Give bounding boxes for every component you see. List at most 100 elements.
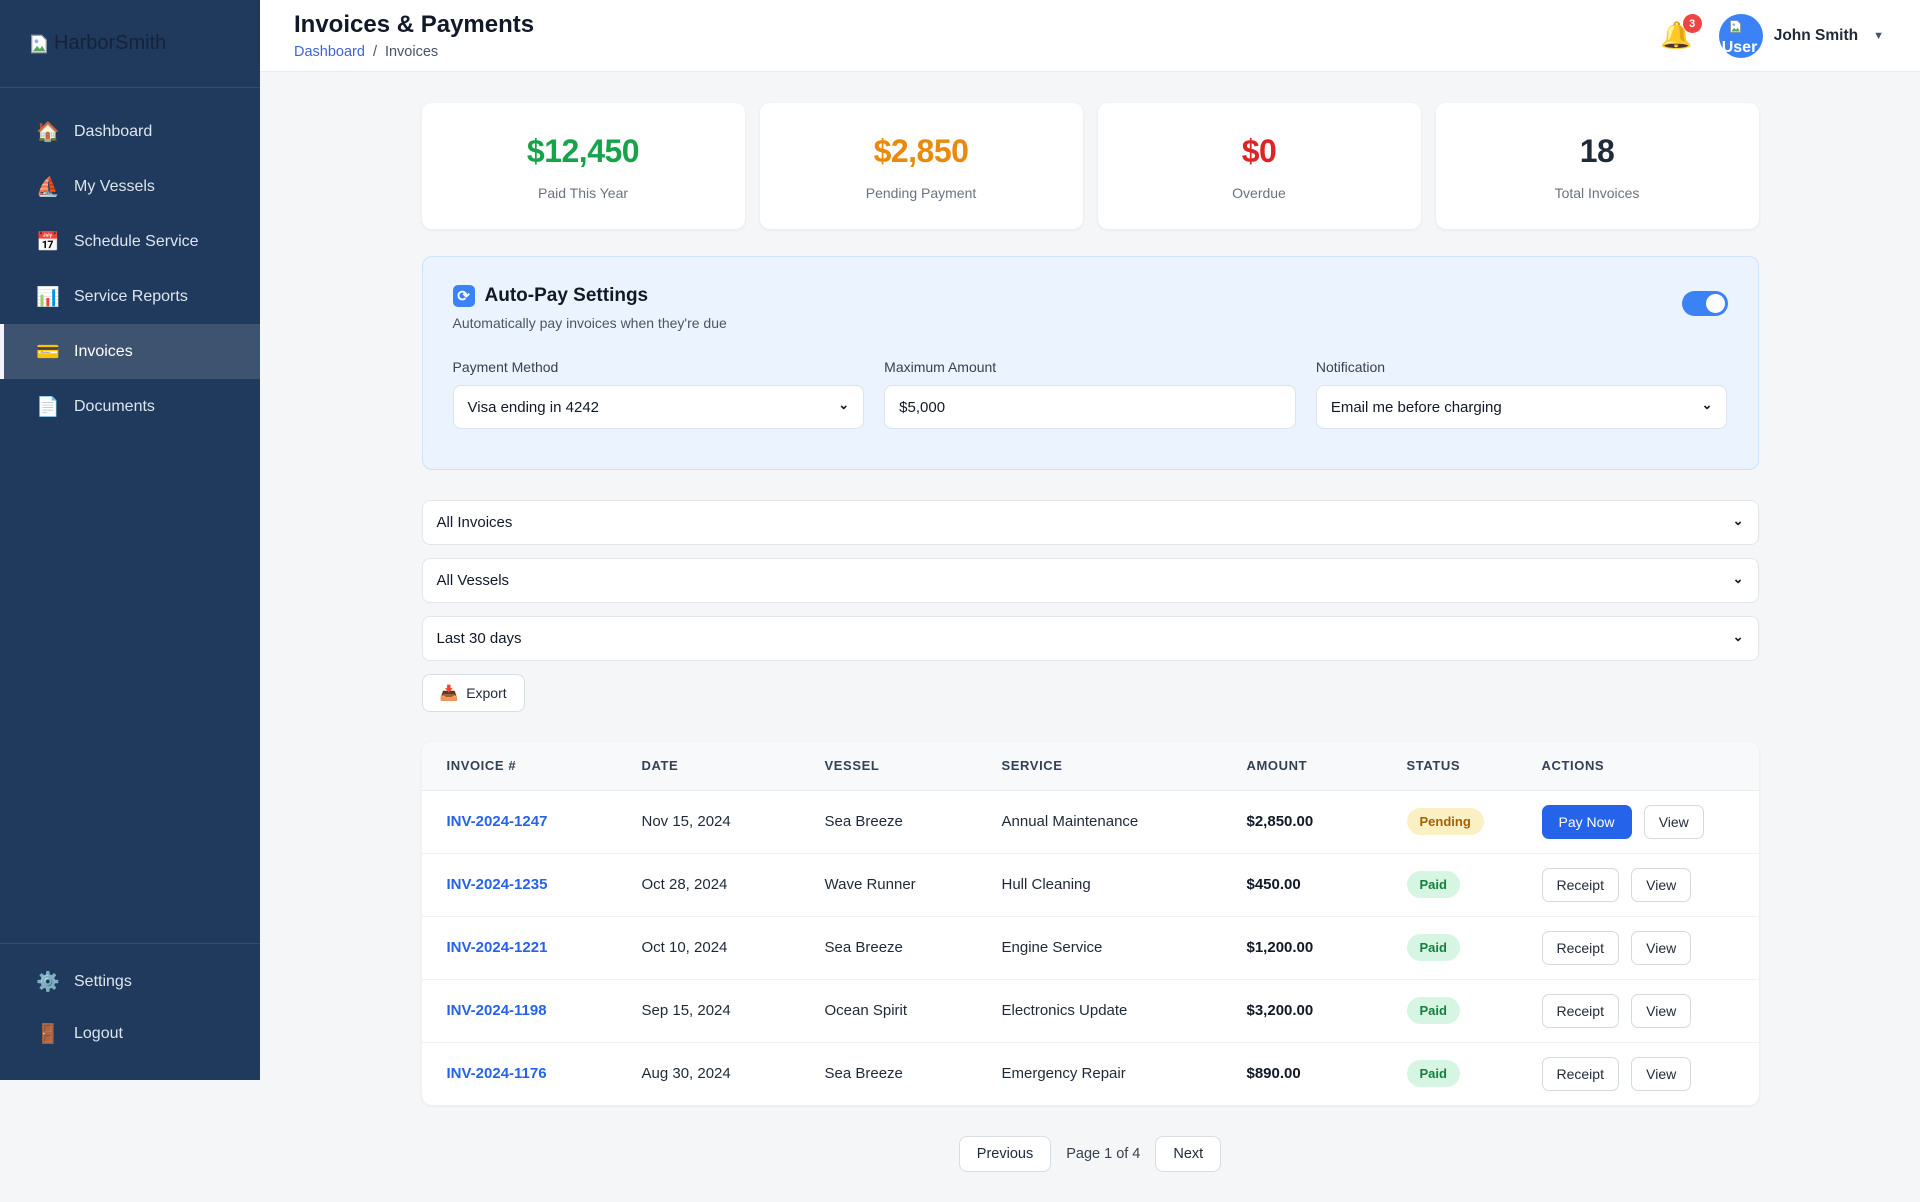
sidebar-item-label: Dashboard <box>74 122 153 140</box>
breadcrumb-current: Invoices <box>384 44 439 60</box>
bar-chart-icon: 📊 <box>36 286 60 308</box>
chevron-down-icon: ▼ <box>1873 29 1884 42</box>
chevron-down-icon: ⌄ <box>838 397 850 412</box>
sidebar-item-service-reports[interactable]: 📊 Service Reports <box>0 269 260 324</box>
view-button[interactable]: View <box>1631 1056 1692 1091</box>
sidebar-item-label: Settings <box>74 973 132 990</box>
select-value: Visa ending in 4242 <box>467 398 600 416</box>
column-header-service: SERVICE <box>1001 758 1063 774</box>
topbar-right: 🔔 3 User John Smith ▼ <box>1660 13 1884 58</box>
column-header-status: STATUS <box>1406 758 1461 774</box>
cell-service: Annual Maintenance <box>1001 813 1139 830</box>
sidebar-item-dashboard[interactable]: 🏠 Dashboard <box>0 104 260 159</box>
autopay-toggle[interactable] <box>1681 291 1728 316</box>
cell-amount: $2,850.00 <box>1246 813 1314 830</box>
payment-method-select[interactable]: Visa ending in 4242 ⌄ <box>452 385 865 429</box>
invoices-table: INVOICE # DATE VESSEL SERVICE AMOUNT STA… <box>421 742 1759 1105</box>
sidebar-item-my-vessels[interactable]: ⛵ My Vessels <box>0 159 260 214</box>
status-badge: Paid <box>1406 934 1460 961</box>
stat-label: Pending Payment <box>865 185 977 201</box>
table-row: INV-2024-1247 Nov 15, 2024 Sea Breeze An… <box>422 790 1759 853</box>
column-header-actions: ACTIONS <box>1541 758 1605 774</box>
topbar: Invoices & Payments Dashboard / Invoices… <box>260 0 1920 72</box>
cell-date: Oct 28, 2024 <box>641 876 728 893</box>
sidebar-item-documents[interactable]: 📄 Documents <box>0 379 260 434</box>
cell-vessel: Wave Runner <box>824 876 916 893</box>
sidebar-item-invoices[interactable]: 💳 Invoices <box>0 324 260 379</box>
invoice-link[interactable]: INV-2024-1247 <box>446 813 548 830</box>
door-icon: 🚪 <box>36 1024 60 1045</box>
sidebar-item-settings[interactable]: ⚙️ Settings <box>0 956 260 1008</box>
select-value: Last 30 days <box>436 630 522 647</box>
sidebar-item-schedule-service[interactable]: 📅 Schedule Service <box>0 214 260 269</box>
sidebar-item-label: Documents <box>74 397 155 415</box>
view-button[interactable]: View <box>1631 993 1692 1028</box>
table-row: INV-2024-1221 Oct 10, 2024 Sea Breeze En… <box>421 916 1759 979</box>
invoice-link[interactable]: INV-2024-1198 <box>446 1002 547 1019</box>
cell-amount: $3,200.00 <box>1246 1002 1314 1019</box>
date-range-filter-select[interactable]: Last 30 days ⌄ <box>421 616 1759 661</box>
invoice-link[interactable]: INV-2024-1221 <box>446 939 548 956</box>
filters-section: All Invoices ⌄ All Vessels ⌄ Last 30 day… <box>421 500 1759 712</box>
cell-amount: $1,200.00 <box>1246 939 1314 956</box>
column-header-date: DATE <box>641 758 679 774</box>
invoice-link[interactable]: INV-2024-1176 <box>446 1065 547 1083</box>
breadcrumb-link-dashboard[interactable]: Dashboard <box>294 44 365 60</box>
sidebar-item-logout[interactable]: 🚪 Logout <box>0 1008 260 1060</box>
export-button[interactable]: 📥 Export <box>421 674 525 712</box>
receipt-button[interactable]: Receipt <box>1541 1056 1619 1091</box>
autopay-header-text: ⟳ Auto-Pay Settings Automatically pay in… <box>452 285 727 331</box>
chevron-down-icon: ⌄ <box>1732 628 1744 644</box>
gear-icon: ⚙️ <box>36 972 60 993</box>
receipt-button[interactable]: Receipt <box>1541 993 1619 1028</box>
invoice-link[interactable]: INV-2024-1235 <box>446 876 548 893</box>
cell-date: Aug 30, 2024 <box>641 1065 731 1083</box>
receipt-button[interactable]: Receipt <box>1541 867 1619 902</box>
main-area: Invoices & Payments Dashboard / Invoices… <box>260 0 1920 1202</box>
stats-row: $12,450 Paid This Year $2,850 Pending Pa… <box>421 103 1759 229</box>
receipt-button[interactable]: Receipt <box>1541 930 1619 965</box>
view-button[interactable]: View <box>1631 867 1692 902</box>
stat-label: Overdue <box>1232 185 1286 201</box>
select-value: All Vessels <box>436 572 510 589</box>
maximum-amount-field: Maximum Amount <box>884 359 1296 429</box>
pay-now-button[interactable]: Pay Now <box>1541 804 1632 839</box>
view-button[interactable]: View <box>1643 804 1704 839</box>
column-header-invoice: INVOICE # <box>446 758 517 774</box>
maximum-amount-input[interactable] <box>884 385 1296 429</box>
chevron-down-icon: ⌄ <box>1732 512 1744 528</box>
notifications-button[interactable]: 🔔 3 <box>1660 14 1702 51</box>
sidebar-item-label: Invoices <box>74 342 133 360</box>
broken-image-icon <box>28 33 50 55</box>
credit-card-icon: 💳 <box>36 341 60 363</box>
autopay-title-text: Auto-Pay Settings <box>484 285 649 306</box>
autopay-subtitle: Automatically pay invoices when they're … <box>452 315 727 331</box>
status-badge: Paid <box>1406 871 1460 898</box>
view-button[interactable]: View <box>1631 930 1692 965</box>
cell-service: Hull Cleaning <box>1001 876 1091 893</box>
cell-service: Electronics Update <box>1001 1002 1128 1019</box>
select-value: Email me before charging <box>1330 398 1502 416</box>
house-icon: 🏠 <box>36 121 60 143</box>
vessel-filter-select[interactable]: All Vessels ⌄ <box>421 558 1759 603</box>
notification-select[interactable]: Email me before charging ⌄ <box>1315 385 1728 429</box>
stat-label: Paid This Year <box>537 185 629 201</box>
cell-date: Nov 15, 2024 <box>641 813 731 830</box>
previous-page-button[interactable]: Previous <box>958 1136 1052 1172</box>
sidebar-item-label: Logout <box>74 1025 123 1042</box>
brand-alt-text: HarborSmith <box>54 32 167 54</box>
autopay-title: ⟳ Auto-Pay Settings <box>452 285 727 307</box>
stat-value: $12,450 <box>526 133 640 169</box>
inbox-tray-icon: 📥 <box>439 685 459 702</box>
title-block: Invoices & Payments Dashboard / Invoices <box>294 11 534 60</box>
cell-service: Engine Service <box>1001 939 1103 956</box>
invoice-status-filter-select[interactable]: All Invoices ⌄ <box>421 500 1759 545</box>
cell-amount: $890.00 <box>1246 1065 1301 1083</box>
cell-date: Oct 10, 2024 <box>641 939 728 956</box>
cell-vessel: Sea Breeze <box>824 939 903 956</box>
select-value: All Invoices <box>436 514 513 531</box>
stat-card-pending-payment: $2,850 Pending Payment <box>759 103 1083 229</box>
next-page-button[interactable]: Next <box>1155 1136 1222 1172</box>
avatar-alt-text: User <box>1721 38 1758 56</box>
user-menu[interactable]: User John Smith ▼ <box>1718 13 1884 58</box>
